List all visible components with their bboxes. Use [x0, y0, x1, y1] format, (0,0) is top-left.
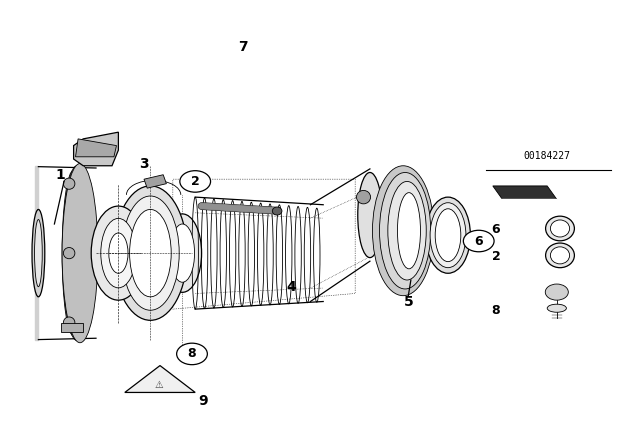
- Ellipse shape: [62, 164, 98, 343]
- Polygon shape: [74, 132, 118, 166]
- Ellipse shape: [63, 317, 75, 328]
- Ellipse shape: [545, 216, 575, 241]
- Text: 2: 2: [492, 250, 500, 263]
- Text: 6: 6: [492, 223, 500, 236]
- Circle shape: [177, 343, 207, 365]
- Ellipse shape: [358, 172, 382, 258]
- Text: 3: 3: [139, 156, 149, 171]
- Text: 9: 9: [198, 394, 209, 408]
- Ellipse shape: [122, 196, 179, 310]
- Ellipse shape: [356, 190, 371, 204]
- Text: ⚠: ⚠: [154, 380, 163, 390]
- Ellipse shape: [113, 186, 187, 320]
- Ellipse shape: [547, 304, 566, 312]
- Polygon shape: [61, 323, 83, 332]
- Ellipse shape: [163, 214, 202, 293]
- Ellipse shape: [372, 166, 434, 296]
- Ellipse shape: [63, 247, 75, 259]
- Ellipse shape: [388, 181, 426, 280]
- Ellipse shape: [35, 220, 42, 287]
- Text: 4: 4: [286, 280, 296, 294]
- Ellipse shape: [62, 170, 85, 336]
- Polygon shape: [76, 139, 116, 157]
- Ellipse shape: [397, 193, 420, 269]
- Ellipse shape: [101, 219, 136, 288]
- Text: 8: 8: [188, 347, 196, 361]
- Ellipse shape: [92, 206, 146, 300]
- Ellipse shape: [129, 210, 172, 297]
- Polygon shape: [493, 199, 557, 204]
- Ellipse shape: [380, 172, 431, 289]
- Ellipse shape: [426, 197, 470, 273]
- Ellipse shape: [272, 207, 282, 215]
- Text: 6: 6: [474, 234, 483, 248]
- Ellipse shape: [63, 166, 91, 340]
- Polygon shape: [493, 186, 557, 199]
- Text: 7: 7: [238, 40, 248, 54]
- Ellipse shape: [545, 243, 575, 268]
- Ellipse shape: [550, 220, 570, 237]
- Circle shape: [180, 171, 211, 192]
- Polygon shape: [125, 366, 195, 392]
- Ellipse shape: [430, 203, 466, 268]
- Text: 2: 2: [191, 175, 200, 188]
- Text: 8: 8: [492, 304, 500, 317]
- Text: 5: 5: [403, 295, 413, 310]
- Ellipse shape: [109, 233, 128, 273]
- Circle shape: [545, 284, 568, 300]
- Text: 1: 1: [56, 168, 66, 182]
- Ellipse shape: [32, 210, 45, 297]
- Circle shape: [463, 230, 494, 252]
- Ellipse shape: [435, 209, 461, 262]
- Polygon shape: [144, 175, 166, 188]
- Text: 00184227: 00184227: [524, 151, 571, 161]
- Ellipse shape: [170, 224, 195, 282]
- Ellipse shape: [550, 247, 570, 264]
- Ellipse shape: [63, 178, 75, 190]
